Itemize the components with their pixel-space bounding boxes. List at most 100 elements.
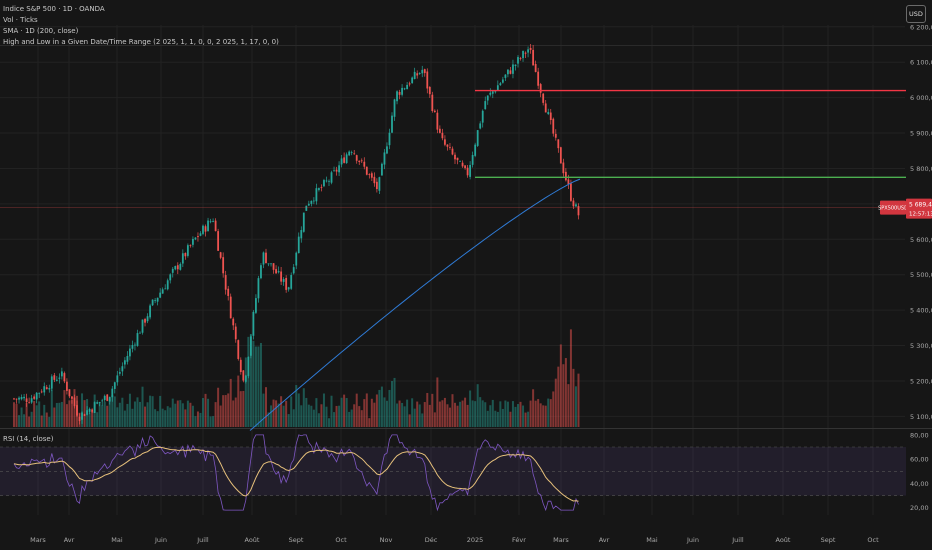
- candle: [423, 68, 426, 77]
- candle: [60, 367, 63, 380]
- volume-bar: [101, 405, 104, 427]
- candle-body: [161, 289, 164, 294]
- candle: [305, 205, 308, 211]
- candle-body: [446, 144, 449, 147]
- candle: [433, 109, 436, 113]
- volume-bar: [204, 393, 207, 427]
- candle-body: [418, 73, 421, 74]
- candle-body: [149, 305, 151, 318]
- volume-bar: [60, 401, 63, 427]
- volume-bar: [297, 393, 300, 427]
- volume-bar: [184, 409, 187, 427]
- legend-high-low[interactable]: High and Low in a Given Date/Time Range …: [3, 38, 279, 46]
- candle: [18, 396, 20, 404]
- volume-bar: [154, 409, 157, 427]
- candle: [262, 251, 265, 269]
- candle: [411, 76, 414, 84]
- x-tick-label: Avr: [599, 536, 610, 544]
- y-tick-label: 5 800,0: [910, 165, 932, 173]
- candle-body: [330, 172, 333, 183]
- volume-bar: [212, 416, 215, 427]
- candle-body: [348, 151, 351, 156]
- currency-button[interactable]: USD: [906, 5, 926, 23]
- candle-body: [428, 86, 431, 95]
- candle-body: [292, 267, 295, 274]
- candle-body: [111, 388, 114, 398]
- volume-bar: [511, 401, 514, 427]
- volume-bar: [33, 400, 36, 427]
- candle: [446, 144, 449, 151]
- candle-body: [30, 398, 33, 403]
- candle: [320, 184, 323, 192]
- candle-body: [325, 180, 328, 182]
- legend: Indice S&P 500 · 1D · OANDA Vol · Ticks …: [3, 4, 279, 48]
- candle: [315, 183, 318, 205]
- volume-bar: [504, 400, 507, 427]
- volume-bar: [438, 401, 441, 427]
- candle: [202, 224, 204, 236]
- candle: [38, 392, 41, 398]
- volume-bar: [529, 400, 532, 427]
- candle-body: [456, 157, 459, 161]
- candle-body: [265, 252, 267, 264]
- candle: [106, 394, 109, 402]
- volume-bar: [451, 394, 454, 427]
- candle: [23, 394, 25, 401]
- volume-bar: [169, 407, 172, 427]
- x-tick-label: 2025: [467, 536, 484, 544]
- candle: [134, 342, 136, 351]
- candle-body: [126, 355, 129, 362]
- candle-body: [388, 132, 391, 146]
- candle: [413, 67, 416, 80]
- candle-body: [537, 71, 540, 86]
- volume-bar: [577, 373, 580, 427]
- volume-bar: [232, 400, 235, 427]
- volume-bar: [338, 405, 341, 427]
- volume-bar: [481, 400, 484, 427]
- candle-body: [350, 151, 353, 153]
- volume-bar: [45, 412, 48, 427]
- candle: [365, 166, 368, 176]
- candle-body: [113, 382, 116, 389]
- candle: [199, 231, 202, 237]
- volume-bar: [214, 402, 217, 427]
- volume-bar: [161, 408, 164, 427]
- volume-bar: [320, 404, 323, 427]
- x-tick-label: Mars: [30, 536, 46, 544]
- candle: [164, 284, 167, 290]
- volume-bar: [388, 389, 391, 427]
- rsi-legend[interactable]: RSI (14, close): [3, 435, 54, 443]
- volume-bar: [209, 416, 212, 427]
- candle-body: [577, 206, 580, 216]
- candle-body: [459, 161, 461, 162]
- legend-volume[interactable]: Vol · Ticks: [3, 16, 38, 24]
- candle: [345, 152, 348, 164]
- volume-bar: [254, 346, 257, 427]
- legend-symbol[interactable]: Indice S&P 500 · 1D · OANDA: [3, 5, 105, 13]
- candle-body: [86, 410, 88, 415]
- candle: [438, 125, 441, 134]
- volume-bar: [227, 393, 230, 427]
- volume-bar: [18, 415, 21, 427]
- volume-bar: [237, 375, 240, 427]
- candle: [98, 401, 101, 407]
- candle: [214, 218, 217, 232]
- x-tick-label: Sept: [289, 536, 304, 544]
- volume-bar: [149, 395, 152, 427]
- candle-body: [164, 288, 167, 290]
- candle: [552, 117, 555, 137]
- candle-body: [139, 332, 141, 334]
- candle: [78, 413, 81, 425]
- candle-body: [499, 83, 502, 86]
- candle: [73, 394, 76, 409]
- candle-body: [370, 173, 373, 178]
- candle-body: [144, 319, 146, 323]
- candle: [524, 51, 527, 58]
- candle: [229, 293, 232, 319]
- candle: [416, 70, 419, 79]
- legend-sma[interactable]: SMA · 1D (200, close): [3, 27, 79, 35]
- y-tick-label: 5 300,0: [910, 342, 932, 350]
- candle-body: [179, 263, 182, 270]
- volume-bar: [534, 400, 537, 427]
